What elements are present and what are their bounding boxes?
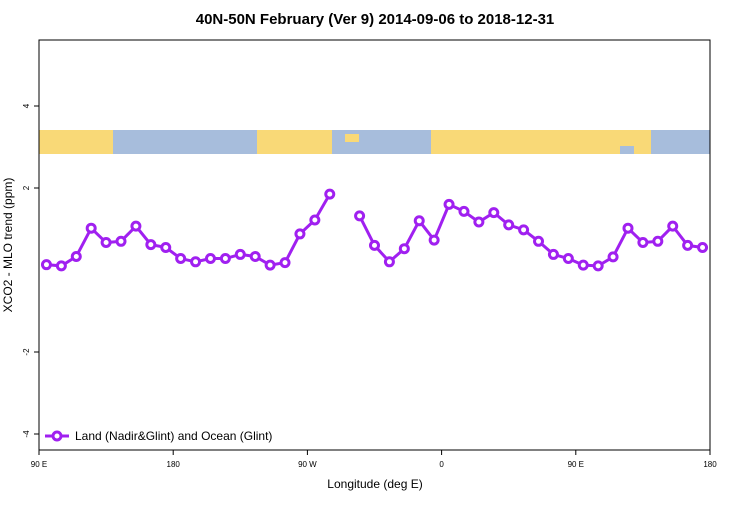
legend-marker <box>51 430 63 442</box>
legend: Land (Nadir&Glint) and Ocean (Glint) <box>45 429 272 443</box>
point <box>607 251 619 263</box>
point <box>234 248 246 260</box>
point <box>547 248 559 260</box>
point <box>443 198 455 210</box>
point <box>413 215 425 227</box>
point <box>667 220 679 232</box>
point <box>145 239 157 251</box>
point <box>682 239 694 251</box>
point <box>354 210 366 222</box>
point <box>100 237 112 249</box>
point <box>369 239 380 251</box>
point <box>294 228 306 240</box>
point <box>592 260 604 272</box>
point <box>249 250 261 262</box>
x-tick-label: 0 <box>439 460 444 469</box>
point <box>130 220 142 232</box>
point <box>622 222 634 234</box>
x-tick-label: 90 E <box>568 460 584 469</box>
point <box>40 259 52 271</box>
point <box>473 216 485 228</box>
point <box>562 253 574 265</box>
point <box>533 235 545 247</box>
point <box>309 214 321 226</box>
point <box>115 235 127 247</box>
point <box>398 243 410 255</box>
point <box>190 256 202 268</box>
x-tick-label: 180 <box>167 460 181 469</box>
point <box>55 260 67 272</box>
point <box>428 234 440 246</box>
y-tick-label: 4 <box>22 103 31 108</box>
x-tick-label: 90 E <box>31 460 47 469</box>
legend-label: Land (Nadir&Glint) and Ocean (Glint) <box>75 429 272 443</box>
point <box>204 253 216 265</box>
point <box>518 224 530 236</box>
x-axis-label: Longitude (deg E) <box>327 477 422 491</box>
y-tick-label: -2 <box>22 348 31 356</box>
point <box>458 205 470 217</box>
y-tick-label: -4 <box>22 430 31 438</box>
point <box>324 188 336 200</box>
chart-title: 40N-50N February (Ver 9) 2014-09-06 to 2… <box>196 11 555 28</box>
point <box>85 222 97 234</box>
point <box>264 259 276 271</box>
point <box>70 250 82 262</box>
point <box>577 259 589 271</box>
point <box>637 237 649 249</box>
y-axis-label: XCO2 - MLO trend (ppm) <box>1 178 15 313</box>
point <box>488 207 500 219</box>
point <box>383 256 395 268</box>
series-line <box>46 193 703 268</box>
point <box>503 219 515 231</box>
point <box>219 253 231 265</box>
point <box>279 257 291 269</box>
point <box>652 235 664 247</box>
map-strip <box>39 130 710 154</box>
point <box>160 241 172 253</box>
point <box>175 253 187 265</box>
x-tick-label: 180 <box>703 460 717 469</box>
point <box>697 241 709 253</box>
x-tick-label: 90 W <box>298 460 317 469</box>
y-tick-label: 2 <box>22 185 31 190</box>
plot-frame <box>38 39 711 451</box>
